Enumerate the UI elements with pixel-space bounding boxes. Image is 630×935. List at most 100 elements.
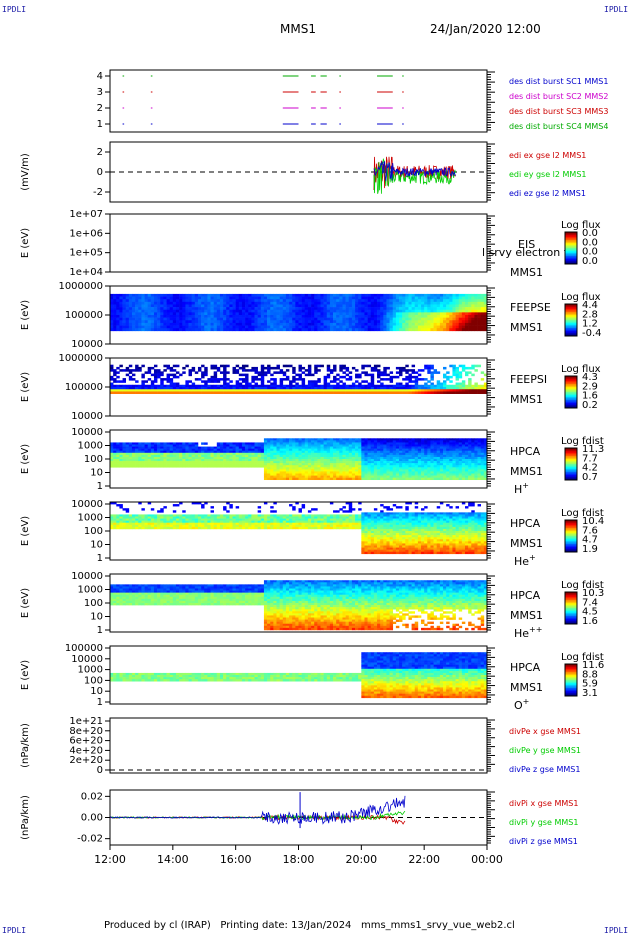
spectrogram-cell <box>330 328 333 331</box>
spectrogram-cell <box>481 449 484 451</box>
spectrogram-cell <box>446 376 449 379</box>
spectrogram-cell <box>311 451 314 453</box>
spectrogram-cell <box>195 328 198 331</box>
spectrogram-cell <box>377 297 380 300</box>
spectrogram-cell <box>182 389 185 392</box>
spectrogram-cell <box>132 299 135 302</box>
spectrogram-cell <box>292 326 295 329</box>
spectrogram-cell <box>245 455 248 457</box>
spectrogram-cell <box>267 371 270 374</box>
spectrogram-cell <box>154 371 157 374</box>
spectrogram-cell <box>229 455 232 457</box>
spectrogram-cell <box>123 380 126 383</box>
spectrogram-cell <box>119 445 122 447</box>
spectrogram-cell <box>214 374 217 377</box>
spectrogram-cell <box>170 447 173 449</box>
spectrogram-cell <box>211 447 214 449</box>
spectrogram-cell <box>446 451 449 453</box>
spectrogram-cell <box>390 312 393 315</box>
spectrogram-cell <box>386 297 389 300</box>
spectrogram-cell <box>408 465 411 467</box>
spectrogram-cell <box>261 328 264 331</box>
spectrogram-cell <box>311 385 314 388</box>
spectrogram-cell <box>242 299 245 302</box>
spectrogram-cell <box>292 369 295 372</box>
spectrogram-cell <box>430 442 433 444</box>
spectrogram-cell <box>446 465 449 467</box>
spectrogram-cell <box>308 294 311 297</box>
spectrogram-cell <box>264 304 267 307</box>
spectrogram-cell <box>201 304 204 307</box>
spectrogram-cell <box>176 461 179 463</box>
spectrogram-cell <box>358 461 361 463</box>
spectrogram-cell <box>286 459 289 461</box>
spectrogram-cell <box>110 445 113 447</box>
spectrogram-cell <box>138 442 141 444</box>
spectrogram-cell <box>314 380 317 383</box>
spectrogram-cell <box>245 463 248 465</box>
spectrogram-cell <box>129 371 132 374</box>
spectrogram-cell <box>305 299 308 302</box>
spectrogram-cell <box>371 376 374 379</box>
spectrogram-cell <box>336 461 339 463</box>
spectrogram-cell <box>157 455 160 457</box>
spectrogram-cell <box>192 445 195 447</box>
spectrogram-cell <box>465 294 468 297</box>
spectrogram-cell <box>255 453 258 455</box>
spectrogram-cell <box>443 471 446 473</box>
spectrogram-cell <box>179 307 182 310</box>
spectrogram-cell <box>255 320 258 323</box>
spectrogram-cell <box>465 453 468 455</box>
spectrogram-cell <box>167 310 170 313</box>
spectrogram-cell <box>399 328 402 331</box>
spectrogram-cell <box>377 385 380 388</box>
spectrogram-cell <box>396 294 399 297</box>
spectrogram-cell <box>239 312 242 315</box>
spectrogram-cell <box>195 455 198 457</box>
spectrogram-cell <box>405 469 408 471</box>
spectrogram-cell <box>478 391 481 394</box>
spectrogram-cell <box>119 451 122 453</box>
spectrogram-cell <box>160 302 163 305</box>
spectrogram-cell <box>364 440 367 442</box>
spectrogram-cell <box>170 457 173 459</box>
spectrogram-cell <box>396 465 399 467</box>
spectrogram-cell <box>474 318 477 321</box>
spectrogram-cell <box>286 442 289 444</box>
spectrogram-cell <box>270 367 273 370</box>
spectrogram-cell <box>383 378 386 381</box>
spectrogram-cell <box>311 476 314 478</box>
spectrogram-cell <box>141 445 144 447</box>
spectrogram-cell <box>211 453 214 455</box>
spectrogram-cell <box>292 474 295 476</box>
spectrogram-cell <box>339 447 342 449</box>
spectrogram-cell <box>110 383 113 386</box>
spectrogram-cell <box>239 323 242 326</box>
spectrogram-cell <box>299 449 302 451</box>
spectrogram-cell <box>355 385 358 388</box>
spectrogram-cell <box>267 315 270 318</box>
spectrogram-cell <box>201 459 204 461</box>
spectrogram-cell <box>342 310 345 313</box>
spectrogram-cell <box>179 310 182 313</box>
spectrogram-cell <box>151 304 154 307</box>
spectrogram-cell <box>314 474 317 476</box>
spectrogram-cell <box>471 328 474 331</box>
spectrogram-cell <box>167 389 170 392</box>
spectrogram-cell <box>126 455 129 457</box>
spectrogram-cell <box>443 367 446 370</box>
spectrogram-cell <box>299 367 302 370</box>
spectrogram-cell <box>157 391 160 394</box>
spectrogram-cell <box>261 387 264 390</box>
spectrogram-cell <box>261 318 264 321</box>
spectrogram-cell <box>415 447 418 449</box>
spectrogram-cell <box>390 320 393 323</box>
spectrogram-cell <box>336 478 339 480</box>
spectrogram-cell <box>141 376 144 379</box>
spectrogram-cell <box>346 312 349 315</box>
spectrogram-cell <box>236 457 239 459</box>
spectrogram-cell <box>277 453 280 455</box>
spectrogram-cell <box>380 387 383 390</box>
spectrogram-cell <box>386 304 389 307</box>
spectrogram-cell <box>299 310 302 313</box>
